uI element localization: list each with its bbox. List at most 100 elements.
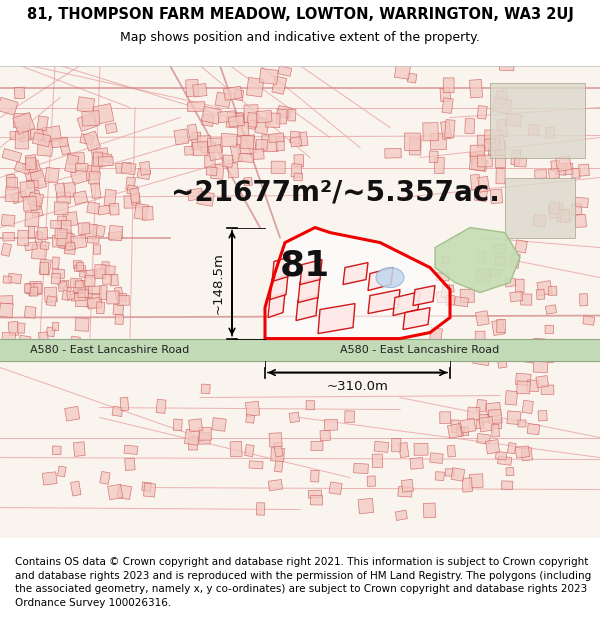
Bar: [24, 306, 36, 318]
Bar: [495, 135, 505, 151]
Bar: [580, 294, 588, 306]
Bar: [491, 424, 499, 437]
Bar: [241, 136, 254, 149]
Bar: [112, 406, 123, 416]
Bar: [184, 146, 193, 155]
Bar: [25, 158, 36, 169]
Bar: [505, 113, 522, 127]
Bar: [102, 262, 109, 272]
Bar: [556, 163, 566, 175]
Bar: [44, 287, 58, 302]
Bar: [497, 319, 505, 332]
Text: ~21677m²/~5.357ac.: ~21677m²/~5.357ac.: [170, 179, 499, 206]
Bar: [548, 204, 564, 218]
Bar: [96, 302, 104, 314]
Bar: [25, 242, 38, 251]
Bar: [394, 61, 411, 79]
Bar: [84, 269, 95, 278]
Bar: [85, 165, 99, 181]
Bar: [74, 265, 85, 272]
Bar: [88, 237, 99, 243]
Bar: [447, 446, 455, 457]
Bar: [38, 228, 47, 239]
Bar: [30, 170, 47, 190]
Bar: [187, 102, 205, 112]
Bar: [448, 424, 462, 438]
Bar: [52, 257, 59, 269]
Bar: [202, 114, 214, 126]
Bar: [572, 168, 580, 178]
Text: 81, THOMPSON FARM MEADOW, LOWTON, WARRINGTON, WA3 2UJ: 81, THOMPSON FARM MEADOW, LOWTON, WARRIN…: [26, 7, 574, 22]
Bar: [116, 162, 132, 173]
Bar: [10, 131, 24, 140]
Bar: [440, 121, 452, 139]
Bar: [127, 185, 137, 195]
Bar: [496, 143, 505, 156]
Bar: [245, 414, 254, 423]
Bar: [34, 283, 42, 294]
Bar: [475, 311, 489, 326]
Bar: [522, 400, 533, 414]
Bar: [256, 503, 265, 515]
Bar: [395, 510, 407, 521]
Bar: [65, 232, 74, 242]
Bar: [70, 168, 91, 185]
Bar: [536, 376, 548, 388]
Bar: [446, 295, 454, 305]
Bar: [515, 279, 524, 292]
Bar: [247, 120, 256, 129]
Bar: [488, 140, 506, 156]
Bar: [311, 441, 323, 451]
Bar: [344, 411, 355, 422]
Bar: [497, 456, 512, 466]
Bar: [187, 124, 199, 140]
Bar: [64, 244, 76, 254]
Bar: [97, 152, 112, 162]
Bar: [479, 414, 489, 422]
Bar: [244, 177, 252, 186]
Bar: [496, 451, 507, 460]
Bar: [31, 244, 47, 259]
Bar: [276, 136, 284, 151]
Bar: [511, 150, 521, 165]
Bar: [73, 261, 82, 268]
Bar: [404, 133, 420, 151]
Bar: [474, 187, 488, 202]
Bar: [505, 177, 575, 238]
Bar: [398, 486, 412, 497]
Bar: [37, 140, 53, 156]
Bar: [471, 152, 485, 164]
Bar: [8, 273, 22, 284]
Bar: [91, 183, 101, 199]
Bar: [290, 137, 302, 147]
Bar: [38, 332, 49, 342]
Bar: [430, 133, 446, 150]
Bar: [99, 286, 107, 300]
Bar: [533, 214, 546, 227]
Bar: [71, 235, 87, 249]
Ellipse shape: [376, 268, 404, 288]
Bar: [0, 339, 600, 361]
Polygon shape: [318, 304, 355, 334]
Bar: [71, 481, 81, 496]
Bar: [451, 468, 465, 481]
Bar: [423, 122, 438, 141]
Bar: [22, 160, 43, 181]
Polygon shape: [298, 278, 320, 302]
Bar: [409, 138, 421, 155]
Bar: [407, 73, 417, 83]
Bar: [268, 133, 284, 142]
Bar: [91, 148, 109, 159]
Bar: [75, 281, 83, 288]
Bar: [211, 164, 224, 179]
Bar: [121, 162, 136, 175]
Bar: [477, 251, 485, 262]
Polygon shape: [265, 228, 450, 339]
Bar: [457, 427, 469, 436]
Bar: [430, 46, 445, 64]
Bar: [358, 498, 374, 514]
Bar: [174, 129, 189, 145]
Bar: [87, 294, 101, 308]
Polygon shape: [268, 292, 285, 318]
Bar: [445, 469, 454, 476]
